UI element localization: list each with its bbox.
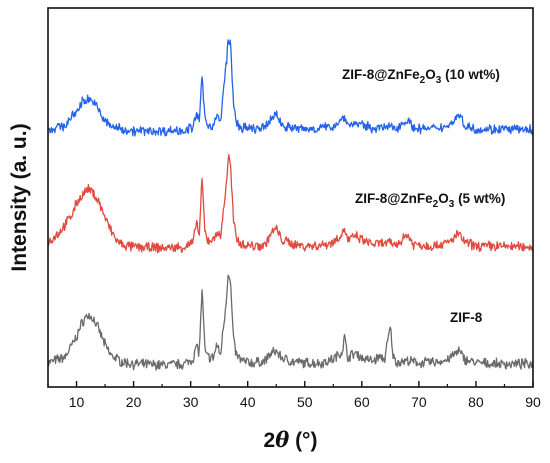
x-tick-label-70: 70 xyxy=(411,394,427,410)
x-axis-title-unit: (°) xyxy=(289,429,317,452)
series-label-main: ZIF-8 xyxy=(450,310,483,325)
x-tick-label-40: 40 xyxy=(240,394,256,410)
x-axis-title-theta: θ xyxy=(275,427,289,452)
x-tick-label-30: 30 xyxy=(183,394,199,410)
series-label-main: O xyxy=(438,191,449,206)
series-label-main: ZIF-8@ZnFe xyxy=(355,191,433,206)
series-label-subscript: 3 xyxy=(449,199,455,210)
series-line-3 xyxy=(47,39,534,137)
series-line-1 xyxy=(47,274,534,371)
plot-frame xyxy=(47,7,534,388)
series-label-main: (10 wt%) xyxy=(441,67,500,82)
x-tick-label-20: 20 xyxy=(126,394,142,410)
x-tick-label-50: 50 xyxy=(297,394,313,410)
y-axis-title: Intensity (a. u.) xyxy=(8,123,31,271)
series-label-main: O xyxy=(425,67,436,82)
series-label-main: (5 wt%) xyxy=(454,191,505,206)
series-label-3: ZIF-8@ZnFe2O3 (10 wt%) xyxy=(342,67,500,86)
x-axis: 10 20 30 40 50 60 70 80 90 xyxy=(47,381,541,410)
series-label-2: ZIF-8@ZnFe2O3 (5 wt%) xyxy=(355,191,505,210)
series-label-subscript: 2 xyxy=(433,199,439,210)
x-tick-label-80: 80 xyxy=(468,394,484,410)
series-label-subscript: 3 xyxy=(436,75,442,86)
series-label-main: ZIF-8@ZnFe xyxy=(342,67,420,82)
x-tick-label-90: 90 xyxy=(525,394,541,410)
x-tick-label-10: 10 xyxy=(69,394,85,410)
series-layer xyxy=(47,39,534,371)
series-label-1: ZIF-8 xyxy=(450,310,483,325)
x-axis-title: 2θ (°) xyxy=(264,427,318,452)
series-line-2 xyxy=(47,153,533,254)
x-tick-label-60: 60 xyxy=(354,394,370,410)
series-label-subscript: 2 xyxy=(420,75,426,86)
x-axis-title-symbol: 2 xyxy=(264,429,276,452)
